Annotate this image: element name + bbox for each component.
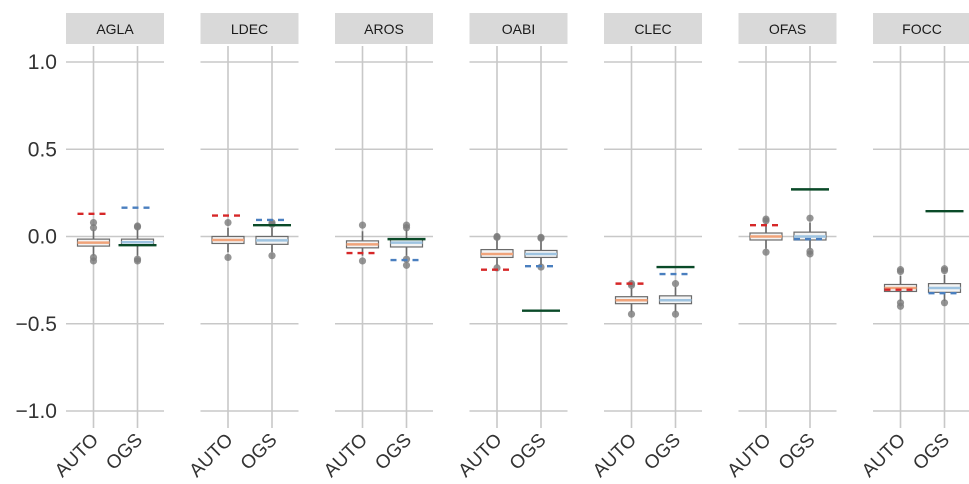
panel-ldec: LDEC AUTO OGS	[186, 13, 299, 482]
outlier-point	[806, 250, 814, 258]
outlier-point	[89, 224, 98, 232]
panel-strip	[66, 13, 164, 44]
panel-ofas: OFAS AUTO OGS	[724, 13, 837, 482]
x-tick-label: AUTO	[858, 430, 910, 482]
x-tick-label: OGS	[102, 430, 147, 475]
x-tick-label: OGS	[640, 430, 685, 475]
outlier-point	[133, 223, 142, 231]
outlier-point	[806, 214, 814, 222]
x-tick-label: AUTO	[51, 430, 103, 482]
x-tick-label: AUTO	[455, 430, 507, 482]
outlier-point	[940, 266, 949, 275]
panel-strip	[873, 13, 969, 44]
outlier-point	[671, 280, 680, 288]
x-tick-label: OGS	[775, 430, 820, 475]
outlier-point	[762, 217, 770, 225]
panel-strip	[738, 13, 837, 44]
outlier-point	[762, 248, 770, 256]
panel-strip	[335, 13, 433, 44]
outlier-point	[133, 257, 142, 265]
outlier-point	[896, 267, 905, 275]
panel-strip-label: OABI	[502, 21, 535, 37]
x-tick-label: AUTO	[724, 430, 776, 482]
outlier-point	[358, 221, 367, 229]
panel-strip	[469, 13, 568, 44]
y-tick-label: 0.5	[28, 138, 57, 161]
outlier-point	[89, 257, 98, 265]
x-tick-label: OGS	[909, 430, 954, 475]
outlier-point	[671, 310, 680, 318]
x-tick-label: OGS	[237, 430, 282, 475]
y-tick-label: 1.0	[28, 51, 57, 74]
x-tick-label: OGS	[506, 430, 551, 475]
outlier-point	[358, 257, 367, 265]
panel-strip-label: AROS	[364, 21, 404, 37]
x-tick-label: AUTO	[320, 430, 372, 482]
outlier-point	[89, 218, 98, 227]
x-tick-label: OGS	[371, 430, 416, 475]
outlier-point	[493, 233, 501, 241]
panel-strip	[200, 13, 299, 44]
panel-strip-label: AGLA	[96, 21, 134, 37]
x-tick-label: AUTO	[186, 430, 238, 482]
y-tick-label: 0.0	[28, 226, 57, 249]
panel-strip-label: OFAS	[769, 21, 806, 37]
outlier-point	[627, 310, 636, 318]
outlier-point	[224, 253, 232, 262]
x-tick-label: AUTO	[589, 430, 641, 482]
outlier-point	[402, 261, 411, 269]
panel-aros: AROS AUTO OGS	[320, 13, 433, 482]
outlier-point	[224, 218, 232, 227]
panel-strip-label: LDEC	[231, 21, 268, 37]
panel-focc: FOCC AUTO OGS	[858, 13, 969, 482]
outlier-point	[940, 299, 949, 307]
outlier-point	[268, 252, 276, 260]
y-tick-label: −0.5	[16, 313, 57, 336]
outlier-point	[537, 234, 545, 242]
y-tick-label: −1.0	[16, 400, 57, 423]
outlier-point	[402, 224, 411, 232]
outlier-point	[896, 302, 905, 310]
panel-strip-label: FOCC	[902, 21, 942, 37]
panel-agla: AGLA AUTO OGS	[51, 13, 164, 482]
panel-strip	[604, 13, 702, 44]
panel-strip-label: CLEC	[634, 21, 671, 37]
panel-clec: CLEC AUTO OGS	[589, 13, 702, 482]
panel-oabi: OABI AUTO OGS	[455, 13, 568, 482]
